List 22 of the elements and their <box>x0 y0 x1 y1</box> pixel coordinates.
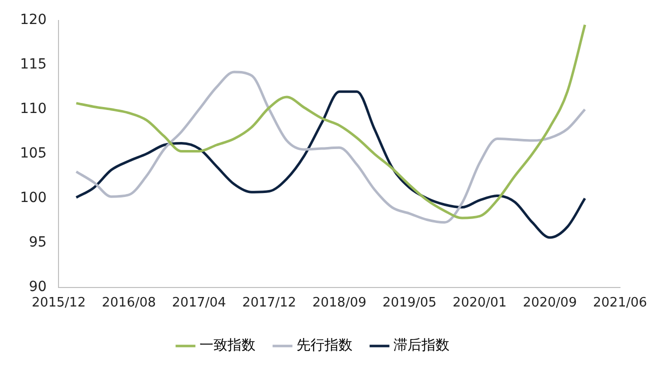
x-tick-label: 2015/12 <box>32 296 86 311</box>
legend-label: 一致指数 <box>200 338 256 354</box>
line-series <box>75 24 586 220</box>
y-tick-label: 90 <box>28 279 47 296</box>
x-tick-label: 2017/04 <box>172 296 226 311</box>
line-series <box>75 90 586 239</box>
x-tick-label: 2021/06 <box>592 296 648 311</box>
x-tick-label: 2020/09 <box>522 296 577 311</box>
legend-label: 先行指数 <box>296 338 352 354</box>
x-tick-label: 2020/01 <box>452 296 507 311</box>
y-tick-label: 105 <box>20 146 47 162</box>
y-tick-label: 95 <box>28 234 47 251</box>
y-tick-label: 110 <box>20 101 47 118</box>
y-tick-label: 115 <box>20 56 47 73</box>
x-tick-label: 2016/08 <box>102 296 156 311</box>
x-tick-label: 2018/09 <box>312 296 366 311</box>
legend-label: 滞后指数 <box>394 338 450 354</box>
y-tick-label: 120 <box>20 12 47 28</box>
x-tick-label: 2017/12 <box>242 296 296 311</box>
y-tick-label: 100 <box>20 190 47 206</box>
line-series <box>75 70 586 224</box>
x-tick-label: 2019/05 <box>382 296 437 311</box>
